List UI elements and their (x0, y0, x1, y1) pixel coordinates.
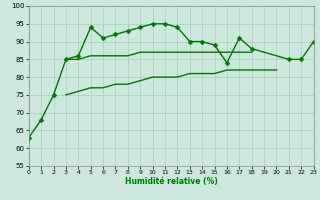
X-axis label: Humidité relative (%): Humidité relative (%) (125, 177, 218, 186)
